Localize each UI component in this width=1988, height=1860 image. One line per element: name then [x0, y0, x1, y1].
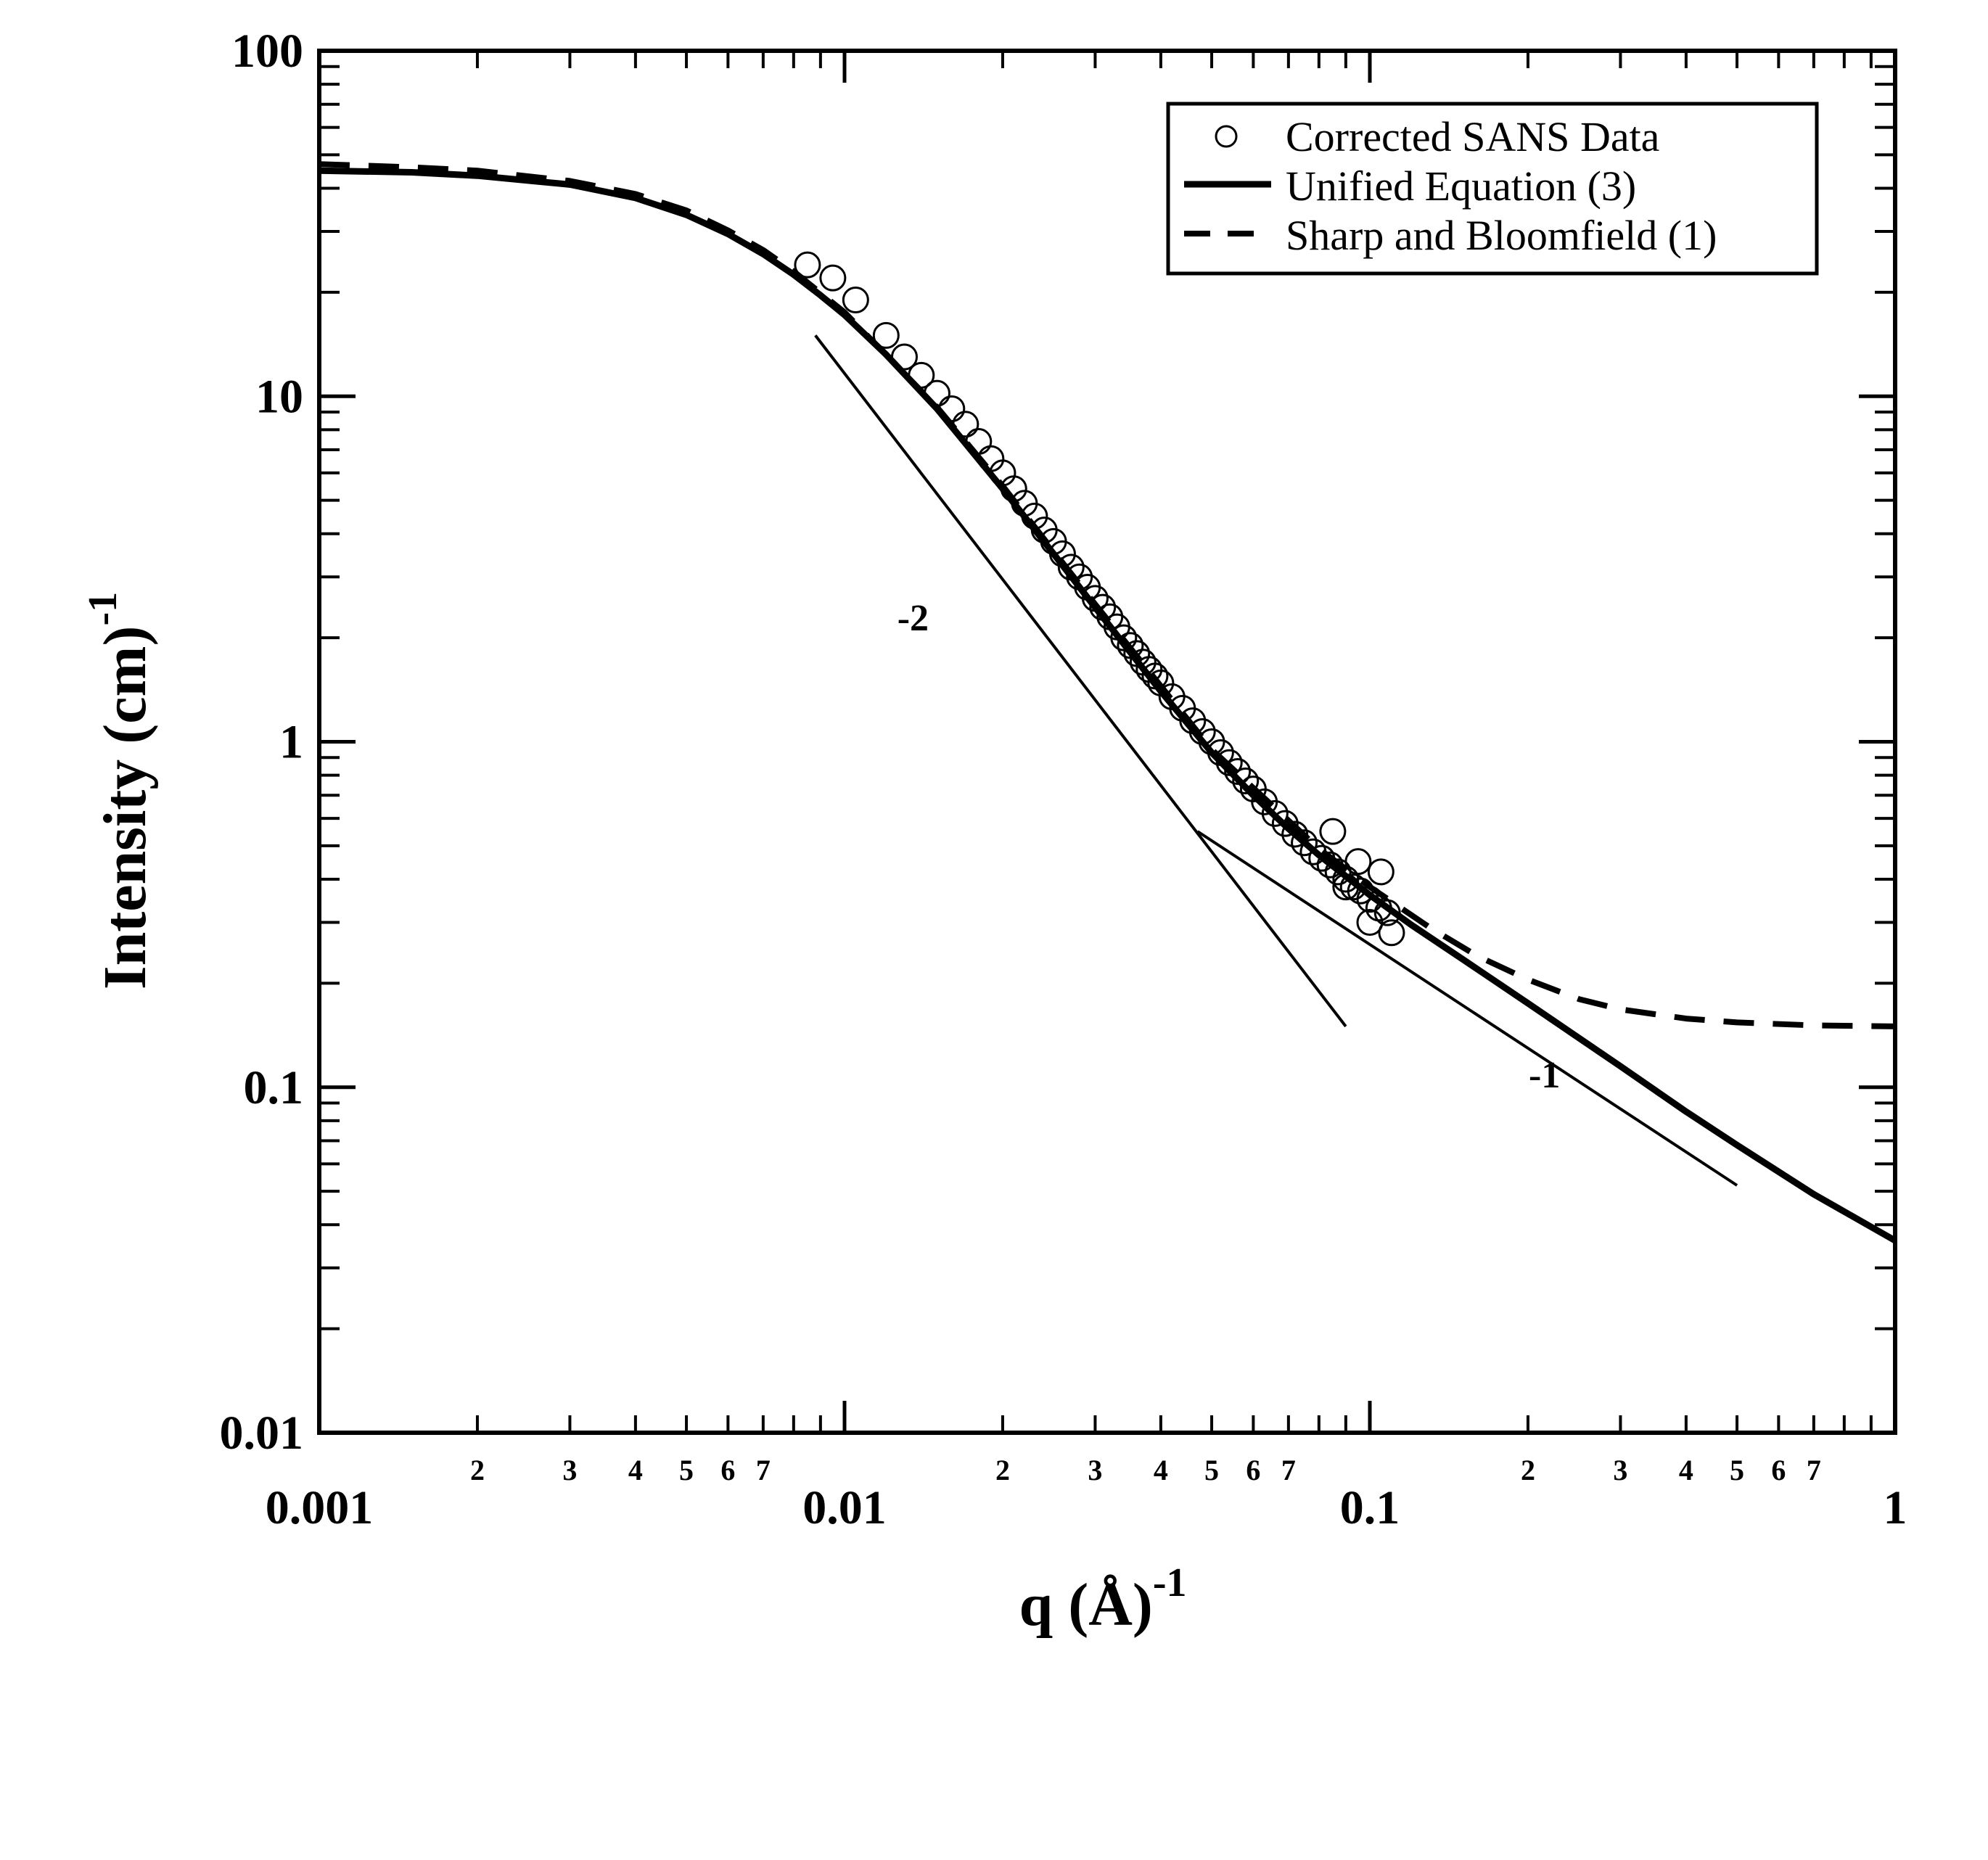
data-point [1232, 768, 1260, 795]
y-axis-title-text: Intensity (cm) [91, 626, 159, 990]
y-tick-label: 10 [255, 370, 303, 423]
data-point [794, 251, 821, 279]
legend-box [1166, 102, 1819, 276]
x-tick-label: 0.001 [266, 1481, 374, 1534]
y-tick-label: 1 [279, 716, 303, 769]
x-minor-tick-label: 4 [1154, 1454, 1168, 1486]
plot-area: -2 -1 [319, 161, 1897, 1244]
data-point [842, 286, 869, 313]
axes: 2 3 4 5 6 7 2 3 4 5 6 7 2 3 4 5 6 70.001 0.01 0.1 10.010.111… [220, 25, 1907, 1534]
data-point [819, 264, 847, 292]
legend-label: Sharp and Bloomfield (1) [1286, 212, 1717, 259]
x-minor-tick-label: 2 [1521, 1454, 1535, 1486]
x-axis-title: q (Å)-1 [1019, 1560, 1187, 1639]
x-minor-tick-label: 6 [720, 1454, 735, 1486]
data-point [872, 321, 900, 349]
legend-label: Corrected SANS Data [1286, 113, 1659, 160]
y-axis-title: Intensity (cm)-1 [81, 592, 159, 989]
y-axis-title-exponent: -1 [81, 592, 126, 626]
data-point [1261, 799, 1289, 827]
unified-equation-line [319, 167, 1897, 1244]
slope-line-1 [814, 334, 1347, 1028]
data-point [1367, 858, 1395, 886]
x-minor-tick-label: 6 [1771, 1454, 1786, 1486]
x-minor-tick-label: 7 [1807, 1454, 1821, 1486]
data-point [1356, 909, 1384, 937]
slope-line-2 [1196, 830, 1738, 1187]
x-tick-label: 0.1 [1340, 1481, 1400, 1534]
data-point [1291, 829, 1318, 857]
y-tick-label: 0.01 [220, 1407, 304, 1460]
data-point [1378, 919, 1405, 947]
x-tick-label: 1 [1884, 1481, 1907, 1534]
sharp-bloomfield-line [319, 161, 1896, 1029]
x-axis-title-text: q (Å) [1019, 1571, 1153, 1639]
x-minor-tick-label: 7 [1281, 1454, 1296, 1486]
slope-label-2: -1 [1529, 1055, 1560, 1096]
legend-label: Unified Equation (3) [1286, 162, 1636, 210]
slope-label-1: -2 [898, 598, 929, 639]
x-minor-tick-label: 5 [679, 1454, 694, 1486]
legend-symbol-circle [1215, 125, 1238, 148]
data-point [1110, 624, 1138, 651]
x-minor-tick-label: 6 [1246, 1454, 1260, 1486]
x-minor-tick-label: 4 [628, 1454, 643, 1486]
data-point [1344, 848, 1372, 876]
x-minor-tick-label: 3 [562, 1454, 577, 1486]
x-axis-title-exponent: -1 [1153, 1560, 1187, 1605]
data-point [1319, 818, 1347, 845]
x-minor-tick-label: 5 [1730, 1454, 1744, 1486]
x-minor-tick-label: 4 [1679, 1454, 1693, 1486]
x-minor-tick-label: 5 [1204, 1454, 1219, 1486]
data-point [1224, 758, 1252, 786]
x-tick-label: 0.01 [802, 1481, 887, 1534]
x-minor-tick-label: 2 [995, 1454, 1010, 1486]
data-point [1271, 810, 1299, 837]
y-tick-label: 100 [231, 25, 303, 78]
x-minor-tick-label: 7 [756, 1454, 771, 1486]
x-minor-tick-label: 2 [470, 1454, 485, 1486]
x-minor-tick-label: 3 [1088, 1454, 1102, 1486]
x-minor-tick-label: 3 [1613, 1454, 1627, 1486]
y-tick-label: 0.1 [244, 1061, 304, 1114]
